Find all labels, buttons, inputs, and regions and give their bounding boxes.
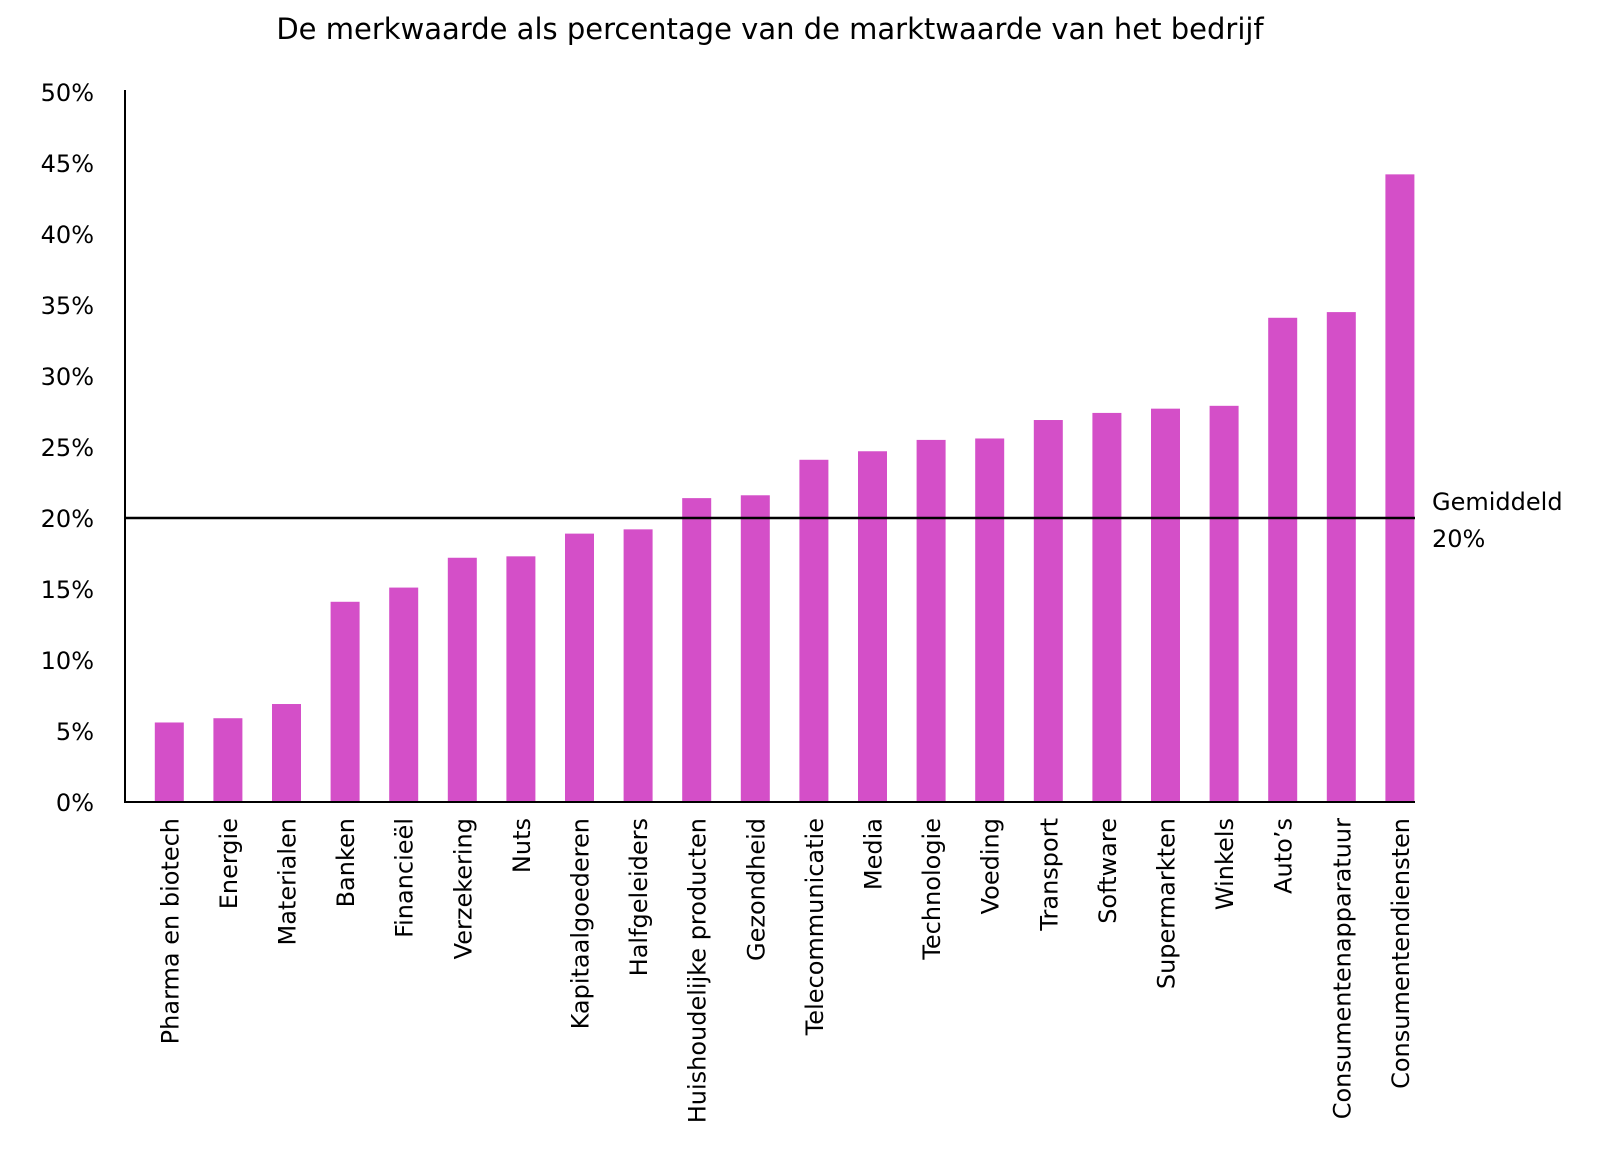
y-tick-label: 35% [41, 292, 94, 320]
x-tick-label: Banken [332, 818, 360, 907]
y-tick-label: 10% [41, 647, 94, 675]
bar [799, 459, 829, 802]
bar [1033, 420, 1063, 802]
bar [858, 451, 887, 802]
x-tick-label: Materialen [274, 818, 302, 945]
bar [916, 439, 946, 802]
bar [565, 533, 594, 802]
bar [506, 556, 536, 802]
x-tick-label: Consumentenapparatuur [1328, 818, 1356, 1119]
x-tick-label: Gezondheid [742, 818, 770, 961]
y-tick-label: 50% [41, 79, 94, 107]
bar [1209, 405, 1239, 802]
y-tick-label: 30% [41, 363, 94, 391]
x-tick-label: Technologie [918, 818, 946, 961]
x-tick-label: Auto’s [1270, 818, 1298, 894]
y-tick-label: 40% [41, 221, 94, 249]
x-tick-label: Huishoudelijke producten [684, 818, 712, 1123]
x-tick-label: Consumentendiensten [1387, 818, 1415, 1089]
bar [154, 722, 184, 802]
chart-title: De merkwaarde als percentage van de mark… [276, 12, 1264, 46]
average-label: Gemiddeld [1432, 488, 1563, 516]
y-axis-ticks: 0% 5% 10% 15% 20% 25% 30% 35% 40% 45% 50% [41, 79, 94, 817]
y-tick-label: 0% [56, 789, 94, 817]
x-tick-label: Telecommunicatie [801, 818, 829, 1036]
x-tick-label: Financieël [391, 818, 419, 938]
bar [1385, 174, 1415, 803]
bar [213, 718, 243, 802]
bar [272, 704, 301, 802]
bar [1326, 312, 1356, 802]
x-tick-label: Supermarkten [1153, 818, 1181, 989]
x-tick-label: Pharma en biotech [156, 818, 184, 1044]
bar [330, 601, 360, 802]
bar [389, 587, 419, 802]
bar [623, 529, 653, 802]
y-tick-label: 45% [41, 150, 94, 178]
average-value-label: 20% [1432, 525, 1485, 553]
bar [1151, 408, 1180, 802]
y-tick-label: 20% [41, 505, 94, 533]
x-tick-label: Transport [1035, 818, 1063, 932]
x-tick-label: Software [1094, 818, 1122, 924]
y-tick-label: 25% [41, 434, 94, 462]
bar [1268, 317, 1298, 802]
bar [447, 557, 477, 802]
bar [682, 498, 712, 802]
x-tick-label: Verzekering [449, 818, 477, 959]
x-tick-label: Nuts [508, 818, 536, 873]
x-tick-label: Kapitaalgoederen [567, 818, 595, 1029]
x-tick-label: Voeding [977, 818, 1005, 914]
x-tick-label: Winkels [1211, 818, 1239, 910]
y-tick-label: 15% [41, 576, 94, 604]
x-tick-label: Energie [215, 818, 243, 909]
x-tick-label: Halfgeleiders [625, 818, 653, 976]
x-axis-labels: Pharma en biotech Energie Materialen Banken… [156, 818, 1415, 1123]
y-tick-label: 5% [56, 718, 94, 746]
bar [740, 495, 770, 802]
x-tick-label: Media [860, 818, 888, 890]
bar [1092, 412, 1122, 802]
bar [975, 438, 1005, 802]
bars [154, 174, 1415, 803]
